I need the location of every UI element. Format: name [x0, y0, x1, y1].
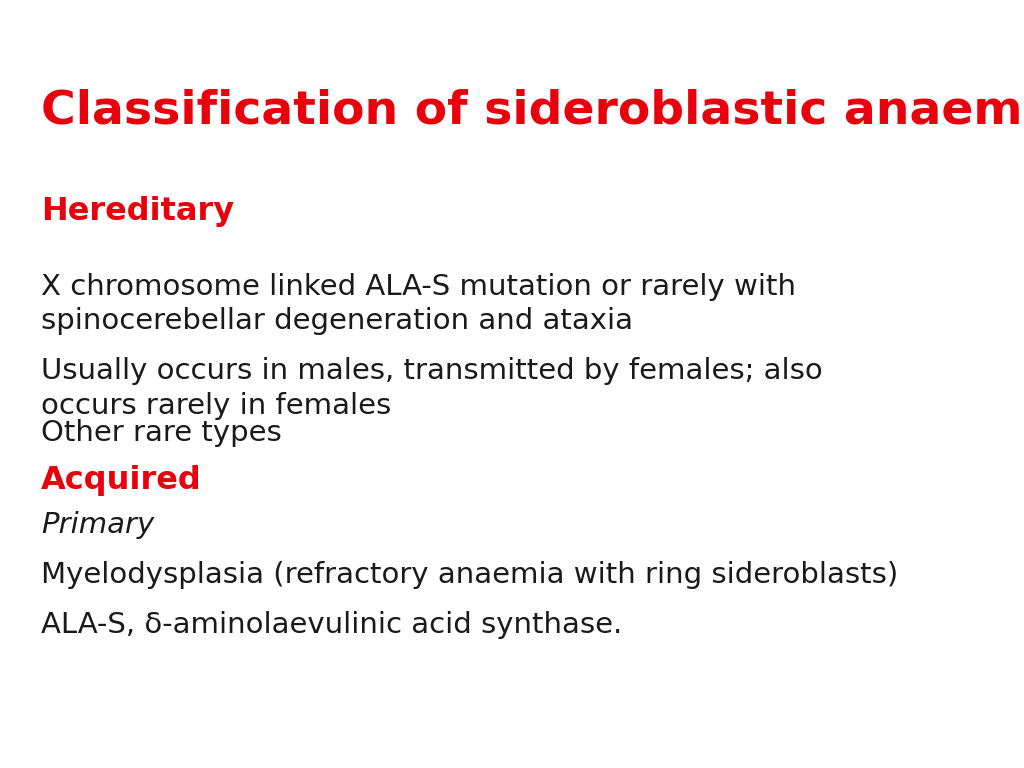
Text: Acquired: Acquired: [41, 465, 202, 495]
Text: Myelodysplasia (refractory anaemia with ring sideroblasts): Myelodysplasia (refractory anaemia with …: [41, 561, 898, 588]
Text: Other rare types: Other rare types: [41, 419, 282, 446]
Text: Hereditary: Hereditary: [41, 196, 234, 227]
Text: Classification of sideroblastic anaemia: Classification of sideroblastic anaemia: [41, 88, 1024, 134]
Text: ALA-S, δ-aminolaevulinic acid synthase.: ALA-S, δ-aminolaevulinic acid synthase.: [41, 611, 623, 638]
Text: Primary: Primary: [41, 511, 155, 538]
Text: X chromosome linked ALA-S mutation or rarely with
spinocerebellar degeneration a: X chromosome linked ALA-S mutation or ra…: [41, 273, 796, 336]
Text: Usually occurs in males, transmitted by females; also
occurs rarely in females: Usually occurs in males, transmitted by …: [41, 357, 822, 420]
